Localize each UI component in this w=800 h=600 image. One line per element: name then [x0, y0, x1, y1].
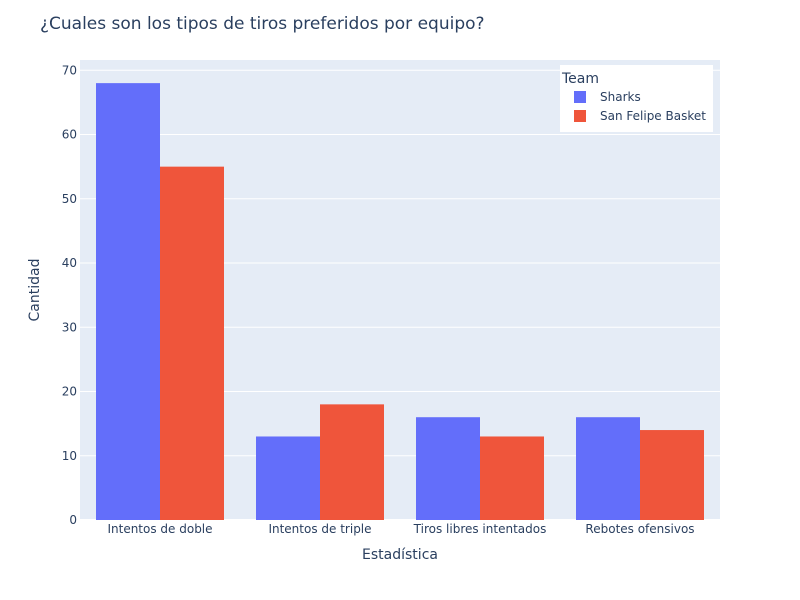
- legend-swatch[interactable]: [574, 91, 586, 103]
- chart-title: ¿Cuales son los tipos de tiros preferido…: [40, 14, 485, 34]
- y-axis-ticks: 0 10 20 30 40 50 60 70: [62, 63, 77, 527]
- x-tick-label: Intentos de doble: [107, 522, 212, 536]
- legend-label[interactable]: Sharks: [600, 90, 641, 104]
- y-tick-label: 40: [62, 256, 77, 270]
- legend-title: Team: [561, 71, 599, 87]
- y-tick-label: 50: [62, 192, 77, 206]
- bar[interactable]: [160, 166, 224, 520]
- bar[interactable]: [576, 417, 640, 520]
- legend-label[interactable]: San Felipe Basket: [600, 109, 706, 123]
- y-axis-title: Cantidad: [27, 259, 43, 322]
- bar[interactable]: [416, 417, 480, 520]
- bar[interactable]: [96, 83, 160, 521]
- bar[interactable]: [480, 436, 544, 520]
- x-tick-label: Intentos de triple: [268, 522, 371, 536]
- y-tick-label: 10: [62, 449, 77, 463]
- bar[interactable]: [256, 436, 320, 520]
- bars: [96, 83, 704, 521]
- y-tick-label: 70: [62, 63, 77, 77]
- bar[interactable]: [640, 430, 704, 520]
- legend-swatch[interactable]: [574, 110, 586, 122]
- y-tick-label: 20: [62, 385, 77, 399]
- bar[interactable]: [320, 404, 384, 520]
- y-tick-label: 0: [69, 513, 77, 527]
- x-axis-title: Estadística: [362, 547, 438, 563]
- y-tick-label: 60: [62, 128, 77, 142]
- x-axis-ticks: Intentos de doble Intentos de triple Tiros…: [107, 522, 694, 536]
- y-tick-label: 30: [62, 320, 77, 334]
- legend[interactable]: Team Sharks San Felipe Basket: [560, 65, 713, 132]
- x-tick-label: Rebotes ofensivos: [585, 522, 694, 536]
- x-tick-label: Tiros libres intentados: [413, 522, 547, 536]
